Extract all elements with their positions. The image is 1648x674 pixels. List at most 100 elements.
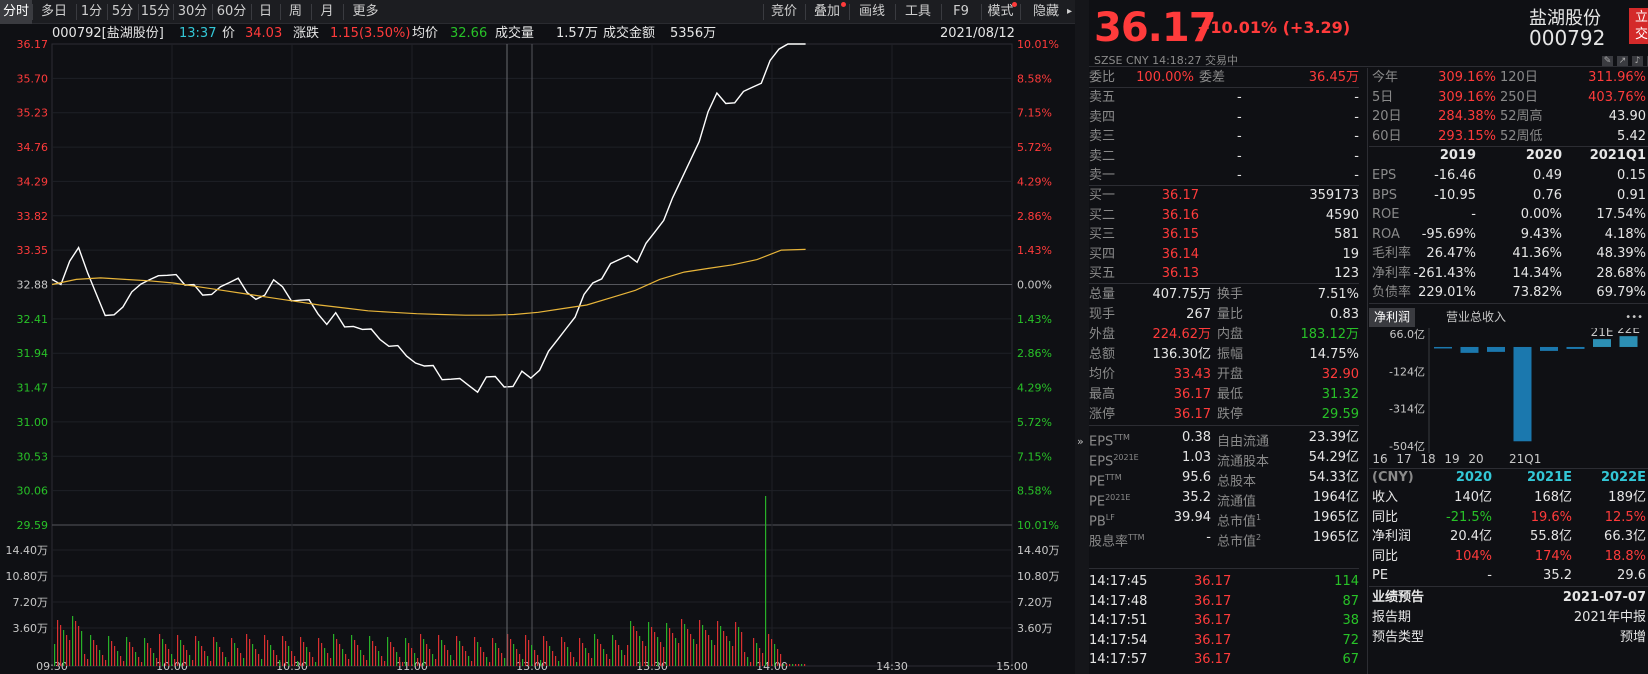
- cursor-vol: 1.57万: [556, 26, 598, 41]
- volume-bar: [537, 655, 539, 666]
- stat-value: 7.51%: [1317, 287, 1359, 302]
- period-tab-4[interactable]: 15分: [140, 4, 171, 19]
- fc-value: 12.5%: [1604, 509, 1646, 525]
- share-icon[interactable]: ↗: [1617, 56, 1628, 67]
- period-tab-6[interactable]: 60分: [216, 4, 247, 19]
- fc-label: PE: [1372, 568, 1389, 583]
- divider: [1089, 66, 1648, 67]
- tick-row: 14:17:45 36.17 114: [1089, 572, 1359, 592]
- period-tab-10[interactable]: 更多: [352, 4, 379, 19]
- stock-code: 000792: [1529, 26, 1606, 50]
- stat-label: 总量: [1089, 287, 1116, 302]
- volume-bar: [165, 644, 167, 666]
- period-tab-7[interactable]: 日: [258, 4, 272, 19]
- val-value: 23.39亿: [1308, 430, 1359, 445]
- alert-icon[interactable]: ♪: [1632, 56, 1643, 67]
- fc-label: 净利润: [1372, 529, 1412, 544]
- tool-1[interactable]: 叠加: [813, 4, 840, 19]
- ask-price: -: [1237, 148, 1242, 164]
- volume-bar: [195, 636, 197, 666]
- tool-5[interactable]: 模式: [987, 4, 1014, 19]
- bid-label: 买一: [1089, 188, 1116, 203]
- more-icon[interactable]: •••: [1625, 312, 1643, 323]
- fin-value: 9.43%: [1520, 226, 1562, 242]
- fc-value: 20.4亿: [1450, 529, 1492, 544]
- volume-bar: [663, 647, 665, 666]
- period-tab-9[interactable]: 月: [320, 4, 334, 19]
- notice-value: 2021-07-07: [1562, 590, 1646, 605]
- divider: [212, 4, 213, 20]
- fin-value: 0.49: [1533, 168, 1562, 183]
- panel-splitter[interactable]: »: [1075, 0, 1089, 674]
- trade-now-button[interactable]: 立即交易: [1629, 8, 1648, 44]
- notify-dot: [841, 2, 846, 7]
- tool-0[interactable]: 竞价: [770, 4, 797, 19]
- perf-label: 52周高: [1500, 109, 1543, 124]
- volume-bar: [276, 655, 278, 666]
- intraday-chart[interactable]: 36.17 10.01% 35.70 8.58% 35.23 7.15% 34.76 5.72…: [0, 0, 1075, 674]
- volume-bar: [486, 657, 488, 666]
- period-tab-5[interactable]: 30分: [177, 4, 208, 19]
- volume-bar: [333, 634, 335, 666]
- divider: [1089, 568, 1359, 569]
- forecast-row: 同比 -21.5% 19.6% 12.5%: [1372, 508, 1646, 528]
- pct-tick-label: 4.29%: [1017, 382, 1052, 395]
- tick-price: 36.17: [1194, 613, 1232, 628]
- expand-icon[interactable]: »: [1077, 435, 1084, 448]
- volume-bar: [258, 654, 260, 666]
- fin-row: EPS -16.46 0.49 0.15: [1372, 166, 1646, 186]
- period-tab-0[interactable]: 分时: [0, 0, 32, 24]
- bid-volume: 359173: [1309, 188, 1359, 203]
- period-tab-8[interactable]: 周: [288, 4, 302, 19]
- tick-price: 36.17: [1194, 652, 1232, 667]
- period-tab-3[interactable]: 5分: [111, 4, 134, 19]
- volume-bar: [267, 640, 269, 666]
- divider: [981, 4, 982, 20]
- volume-bar: [741, 632, 743, 666]
- tick-row: 14:17:57 36.17 67: [1089, 650, 1359, 670]
- volume-bar: [417, 658, 419, 666]
- bar-y-label: -504亿: [1389, 440, 1425, 453]
- fin-value: 26.47%: [1426, 246, 1476, 261]
- volume-bar: [249, 639, 251, 666]
- cursor-amt: 5356万: [670, 26, 717, 41]
- tool-4[interactable]: F9: [953, 4, 969, 19]
- fin-year: 2021Q1: [1589, 148, 1646, 163]
- period-tab-2[interactable]: 1分: [80, 4, 103, 19]
- tool-6[interactable]: 隐藏: [1032, 4, 1059, 19]
- perf-label: 60日: [1372, 128, 1402, 144]
- edit-icon[interactable]: ✎: [1602, 56, 1613, 67]
- collapse-toolbar-icon[interactable]: ▸: [1066, 6, 1073, 17]
- volume-bar: [366, 660, 368, 666]
- chart-panel[interactable]: 分时 多日 1分 5分 15分 30分 60分日 周 月 更多 竞价 叠加 画线 工具 F9 模式 隐藏 ▸ 00…: [0, 0, 1075, 674]
- volume-bar: [678, 643, 680, 666]
- volume-bar: [138, 657, 140, 666]
- volume-bar: [672, 633, 674, 666]
- ask-label: 卖四: [1089, 109, 1116, 125]
- divider: [173, 4, 174, 20]
- fc-year: 2020: [1455, 470, 1492, 485]
- valuation-row: 1.03 54.29亿 EPS2021E 流通股本: [1089, 448, 1359, 469]
- tool-3[interactable]: 工具: [904, 4, 931, 19]
- fin-label: ROA: [1372, 226, 1400, 242]
- fin-chart-tabs: 净利润 营业总收入 •••: [1369, 308, 1648, 327]
- fin-tab-0[interactable]: 净利润: [1369, 308, 1416, 327]
- volume-bar: [99, 650, 101, 666]
- fin-tab-1[interactable]: 营业总收入: [1446, 310, 1507, 324]
- volume-bar: [279, 660, 281, 666]
- stat-value: 32.90: [1321, 367, 1359, 382]
- volume-bar: [84, 654, 86, 666]
- volume-bar: [402, 662, 404, 666]
- x-tick-label: 11:00: [396, 660, 428, 673]
- fc-value: 19.6%: [1530, 509, 1572, 525]
- fc-value: 174%: [1534, 548, 1572, 564]
- divider: [280, 4, 281, 20]
- tool-2[interactable]: 画线: [858, 4, 885, 19]
- vol-tick-label-right: 14.40万: [1017, 544, 1060, 557]
- val-value: 0.38: [1182, 430, 1211, 445]
- fin-value: 41.36%: [1512, 246, 1562, 261]
- volume-bar: [264, 635, 266, 666]
- stat-row: 最高 36.17 最低 31.32: [1089, 385, 1359, 405]
- x-tick-label: 15:00: [996, 660, 1028, 673]
- period-tab-1[interactable]: 多日: [40, 4, 67, 19]
